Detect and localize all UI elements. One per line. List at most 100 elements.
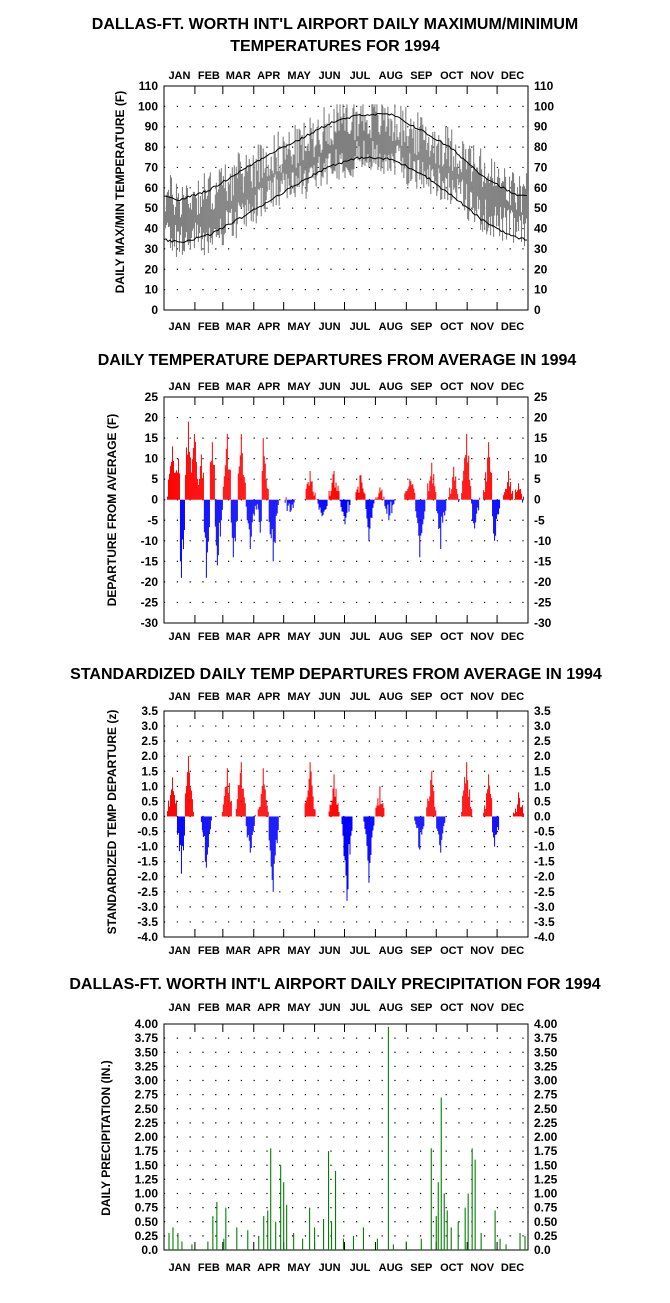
y-tick-label-left: 10 (145, 452, 159, 466)
positive-departure-bar (358, 493, 359, 500)
chart2-title: DAILY TEMPERATURE DEPARTURES FROM AVERAG… (98, 352, 577, 369)
month-label-top: DEC (501, 1002, 524, 1014)
month-label-top: DEC (501, 691, 524, 703)
y-tick-label-left: -4.0 (137, 930, 158, 944)
month-label-top: NOV (470, 1002, 495, 1014)
negative-departure-bar (444, 500, 445, 516)
positive-departure-bar (190, 457, 191, 499)
negative-departure-bar (365, 816, 366, 834)
positive-departure-bar (377, 798, 378, 816)
month-label-bottom: JUL (350, 945, 371, 957)
negative-departure-bar (275, 500, 276, 543)
positive-departure-bar (333, 789, 334, 817)
positive-departure-bar (469, 789, 470, 816)
negative-departure-bar (324, 500, 325, 512)
y-tick-label-left: 3.75 (135, 1031, 159, 1045)
positive-departure-bar (224, 476, 225, 499)
positive-departure-bar (374, 499, 375, 500)
positive-departure-bar (490, 794, 491, 817)
negative-departure-bar (369, 816, 370, 863)
positive-departure-bar (313, 492, 314, 500)
positive-departure-bar (245, 803, 246, 816)
negative-departure-bar (392, 500, 393, 505)
positive-departure-bar (381, 490, 382, 500)
positive-departure-bar (434, 486, 435, 499)
positive-departure-bar (338, 803, 339, 816)
month-label-bottom: MAR (226, 1262, 251, 1274)
positive-departure-bar (236, 809, 237, 817)
standardized-departure-chart: STANDARDIZED DAILY TEMP DEPARTURES FROM … (70, 666, 602, 957)
positive-departure-bar (412, 484, 413, 500)
positive-departure-bar (507, 482, 508, 500)
month-label-bottom: AUG (379, 321, 403, 333)
positive-departure-bar (198, 485, 199, 500)
positive-departure-bar (487, 789, 488, 816)
negative-departure-bar (177, 816, 178, 834)
plot-frame (164, 1024, 528, 1250)
month-label-bottom: DEC (501, 1262, 524, 1274)
negative-departure-bar (390, 500, 391, 502)
negative-departure-bar (206, 816, 207, 867)
negative-departure-bar (441, 500, 442, 517)
positive-departure-bar (362, 488, 363, 499)
positive-departure-bar (483, 490, 484, 500)
y-tick-label-left: 60 (145, 181, 159, 195)
positive-departure-bar (515, 809, 516, 817)
negative-departure-bar (270, 816, 271, 850)
positive-departure-bar (508, 471, 509, 500)
negative-departure-bar (258, 500, 259, 510)
positive-departure-bar (361, 482, 362, 499)
positive-departure-bar (356, 489, 357, 499)
positive-departure-bar (167, 811, 168, 816)
positive-departure-bar (383, 808, 384, 817)
positive-departure-bar (169, 807, 170, 817)
negative-departure-bar (288, 500, 289, 506)
y-tick-label-left: 20 (145, 262, 159, 276)
negative-departure-bar (208, 500, 209, 542)
negative-departure-bar (343, 500, 344, 512)
positive-departure-bar (466, 762, 467, 816)
y-tick-label-right: 70 (534, 160, 548, 174)
positive-departure-bar (470, 807, 471, 816)
positive-departure-bar (463, 471, 464, 500)
positive-departure-bar (268, 812, 269, 817)
negative-departure-bar (235, 500, 236, 542)
positive-departure-bar (313, 796, 314, 816)
month-label-bottom: JUN (319, 631, 341, 643)
positive-departure-bar (520, 489, 521, 500)
month-label-bottom: JAN (168, 945, 190, 957)
y-tick-label-right: 0 (534, 493, 541, 507)
positive-departure-bar (414, 493, 415, 500)
y-tick-label-left: 1.5 (141, 764, 158, 778)
positive-departure-bar (175, 803, 176, 816)
positive-departure-bar (176, 470, 177, 499)
y-tick-label-left: 0.75 (135, 1201, 159, 1215)
positive-departure-bar (310, 762, 311, 816)
positive-departure-bar (431, 463, 432, 500)
month-label-top: MAR (226, 1002, 251, 1014)
positive-departure-bar (509, 486, 510, 499)
negative-departure-bar (437, 500, 438, 514)
negative-departure-bar (497, 816, 498, 827)
positive-departure-bar (222, 812, 223, 817)
positive-departure-bar (240, 773, 241, 817)
month-label-top: APR (257, 691, 280, 703)
negative-departure-bar (232, 500, 233, 538)
negative-departure-bar (276, 816, 277, 839)
negative-departure-bar (495, 816, 496, 834)
negative-departure-bar (442, 500, 443, 523)
negative-departure-bar (260, 500, 261, 533)
y-tick-label-left: 70 (145, 160, 159, 174)
positive-departure-bar (267, 488, 268, 500)
positive-departure-bar (378, 493, 379, 500)
negative-departure-bar (416, 816, 417, 828)
negative-departure-bar (345, 816, 346, 860)
negative-departure-bar (494, 500, 495, 541)
positive-departure-bar (330, 804, 331, 816)
y-tick-label-left: 3.50 (135, 1045, 159, 1059)
positive-departure-bar (521, 807, 522, 817)
positive-departure-bar (225, 465, 226, 499)
negative-departure-bar (326, 500, 327, 509)
positive-departure-bar (171, 462, 172, 500)
month-label-top: DEC (501, 70, 524, 82)
